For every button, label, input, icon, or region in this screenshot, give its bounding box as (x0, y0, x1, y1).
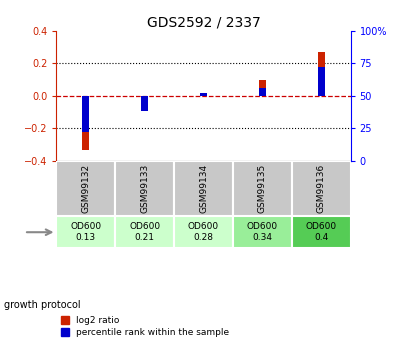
Bar (82, 96, 89, 132)
Text: OD600
0.34: OD600 0.34 (247, 222, 278, 242)
Bar (82, 96, 89, 150)
Bar (115, 160, 174, 216)
Text: growth protocol: growth protocol (4, 300, 81, 310)
Bar (141, 96, 148, 105)
Bar (56, 216, 115, 248)
Text: OD600
0.4: OD600 0.4 (305, 222, 337, 242)
Text: OD600
0.13: OD600 0.13 (70, 222, 102, 242)
Bar (141, 96, 148, 111)
Text: OD600
0.28: OD600 0.28 (188, 222, 219, 242)
Bar (292, 216, 351, 248)
Bar (200, 93, 207, 96)
Text: GSM99133: GSM99133 (140, 164, 149, 213)
Text: OD600
0.21: OD600 0.21 (129, 222, 160, 242)
Text: GSM99132: GSM99132 (81, 164, 90, 213)
Bar (233, 160, 292, 216)
Bar (318, 67, 325, 96)
Text: GSM99136: GSM99136 (317, 164, 326, 213)
Bar (115, 216, 174, 248)
Title: GDS2592 / 2337: GDS2592 / 2337 (147, 16, 260, 30)
Bar (259, 80, 266, 96)
Bar (318, 52, 325, 96)
Text: GSM99134: GSM99134 (199, 164, 208, 213)
Bar (56, 160, 115, 216)
Bar (174, 216, 233, 248)
Legend: log2 ratio, percentile rank within the sample: log2 ratio, percentile rank within the s… (61, 316, 229, 337)
Bar (174, 160, 233, 216)
Text: GSM99135: GSM99135 (258, 164, 267, 213)
Bar (233, 216, 292, 248)
Bar (259, 88, 266, 96)
Bar (292, 160, 351, 216)
Bar (200, 93, 207, 96)
